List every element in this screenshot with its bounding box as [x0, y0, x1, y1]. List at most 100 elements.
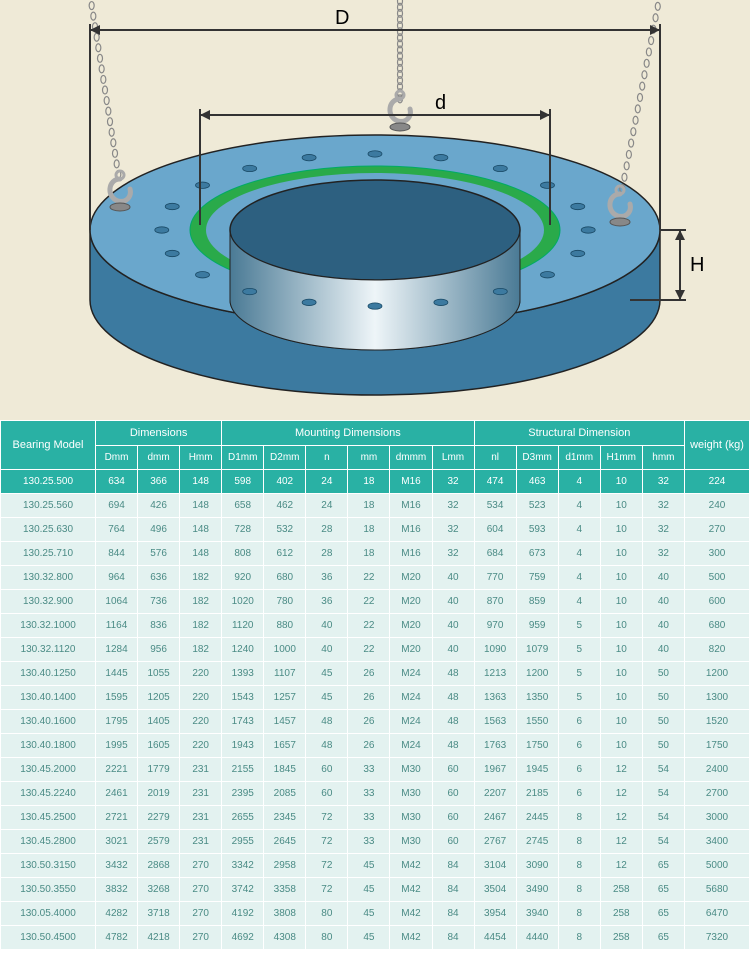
cell: 4 [558, 542, 600, 566]
cell: 780 [264, 590, 306, 614]
cell: 10 [600, 614, 642, 638]
cell: 10 [600, 590, 642, 614]
cell: 22 [348, 590, 390, 614]
cell: M24 [390, 734, 432, 758]
cell: 5000 [685, 854, 750, 878]
cell: 3742 [222, 878, 264, 902]
cell: 80 [306, 926, 348, 950]
cell: 673 [516, 542, 558, 566]
cell: 10 [600, 710, 642, 734]
cell: 1090 [474, 638, 516, 662]
cell: 18 [348, 518, 390, 542]
cell: 1845 [264, 758, 306, 782]
cell: 60 [432, 758, 474, 782]
cell: 2467 [474, 806, 516, 830]
cell: 2655 [222, 806, 264, 830]
cell: 130.32.1120 [1, 638, 96, 662]
cell: 3490 [516, 878, 558, 902]
cell: 3104 [474, 854, 516, 878]
cell: 84 [432, 902, 474, 926]
cell: 45 [348, 878, 390, 902]
cell: 220 [180, 686, 222, 710]
cell: 32 [432, 494, 474, 518]
cell: 1595 [96, 686, 138, 710]
cell: 48 [306, 734, 348, 758]
cell: 1943 [222, 734, 264, 758]
cell: 40 [432, 638, 474, 662]
cell: 45 [348, 854, 390, 878]
cell: 728 [222, 518, 264, 542]
cell: 130.45.2500 [1, 806, 96, 830]
cell: 231 [180, 830, 222, 854]
cell: 1750 [516, 734, 558, 758]
cell: 463 [516, 470, 558, 494]
cell: 10 [600, 542, 642, 566]
cell: 26 [348, 662, 390, 686]
table-row: 130.45.250027212279231265523457233M30602… [1, 806, 750, 830]
cell: M24 [390, 710, 432, 734]
cell: 1393 [222, 662, 264, 686]
cell: 970 [474, 614, 516, 638]
cell: 130.40.1600 [1, 710, 96, 734]
cell: 2155 [222, 758, 264, 782]
cell: 4440 [516, 926, 558, 950]
cell: 808 [222, 542, 264, 566]
cell: 4 [558, 470, 600, 494]
cell: 2955 [222, 830, 264, 854]
cell: 2019 [138, 782, 180, 806]
cell: 32 [432, 542, 474, 566]
cell: 836 [138, 614, 180, 638]
cell: 6 [558, 758, 600, 782]
cell: 959 [516, 614, 558, 638]
cell: 32 [642, 494, 684, 518]
cell: 270 [180, 878, 222, 902]
bearing-diagram: DdH [0, 0, 750, 420]
cell: 182 [180, 614, 222, 638]
cell: M30 [390, 758, 432, 782]
cell: 3268 [138, 878, 180, 902]
cell: 1743 [222, 710, 264, 734]
cell: 65 [642, 878, 684, 902]
cell: 130.32.800 [1, 566, 96, 590]
table-row: 130.32.1000116483618211208804022M2040970… [1, 614, 750, 638]
cell: 22 [348, 566, 390, 590]
cell: 496 [138, 518, 180, 542]
table-row: 130.25.7108445761488086122818M1632684673… [1, 542, 750, 566]
cell: M30 [390, 806, 432, 830]
cell: 3090 [516, 854, 558, 878]
cell: M42 [390, 902, 432, 926]
cell: 28 [306, 542, 348, 566]
col-n: n [306, 446, 348, 470]
col-lmm: Lmm [432, 446, 474, 470]
cell: 1284 [96, 638, 138, 662]
cell: 32 [642, 518, 684, 542]
cell: 576 [138, 542, 180, 566]
cell: 36 [306, 566, 348, 590]
cell: 6 [558, 734, 600, 758]
cell: 84 [432, 926, 474, 950]
cell: M16 [390, 518, 432, 542]
cell: 2400 [685, 758, 750, 782]
cell: 1563 [474, 710, 516, 734]
cell: 4 [558, 518, 600, 542]
cell: 54 [642, 830, 684, 854]
col-hmm: Hmm [180, 446, 222, 470]
cell: 130.45.2240 [1, 782, 96, 806]
cell: 2579 [138, 830, 180, 854]
cell: 500 [685, 566, 750, 590]
cell: M16 [390, 494, 432, 518]
cell: 54 [642, 782, 684, 806]
cell: M42 [390, 854, 432, 878]
cell: 18 [348, 542, 390, 566]
cell: 1750 [685, 734, 750, 758]
cell: 60 [306, 758, 348, 782]
cell: 844 [96, 542, 138, 566]
cell: 8 [558, 902, 600, 926]
cell: 40 [642, 638, 684, 662]
cell: 5 [558, 662, 600, 686]
cell: 2221 [96, 758, 138, 782]
cell: 130.45.2800 [1, 830, 96, 854]
cell: 1550 [516, 710, 558, 734]
cell: 759 [516, 566, 558, 590]
table-row: 130.25.5006343661485984022418M1632474463… [1, 470, 750, 494]
